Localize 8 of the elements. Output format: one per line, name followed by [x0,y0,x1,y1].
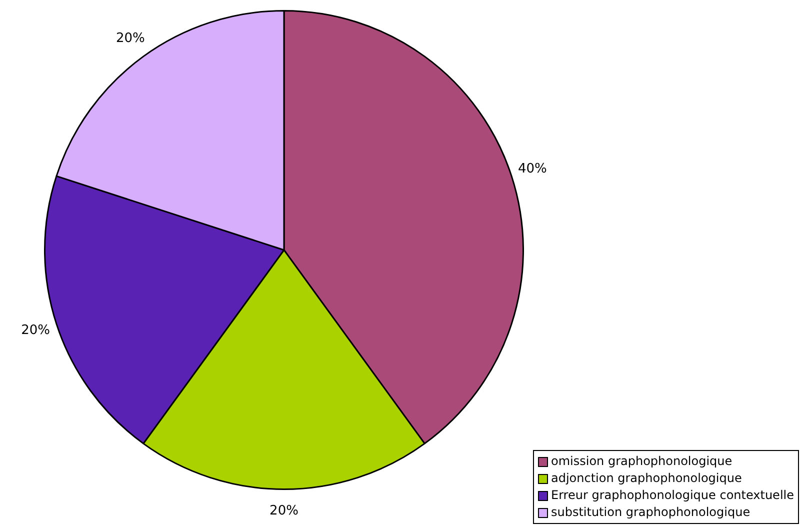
data-label: 20% [21,323,50,338]
legend-label: substitution graphophonologique [550,504,750,521]
data-label: 20% [116,31,145,46]
legend-label: Erreur graphophonologique contextuelle [550,487,794,504]
data-label: 40% [518,162,547,177]
data-label: 20% [270,504,298,519]
legend-label: adjonction graphophonologique [550,470,742,487]
legend-label: omission graphophonologique [550,453,732,470]
